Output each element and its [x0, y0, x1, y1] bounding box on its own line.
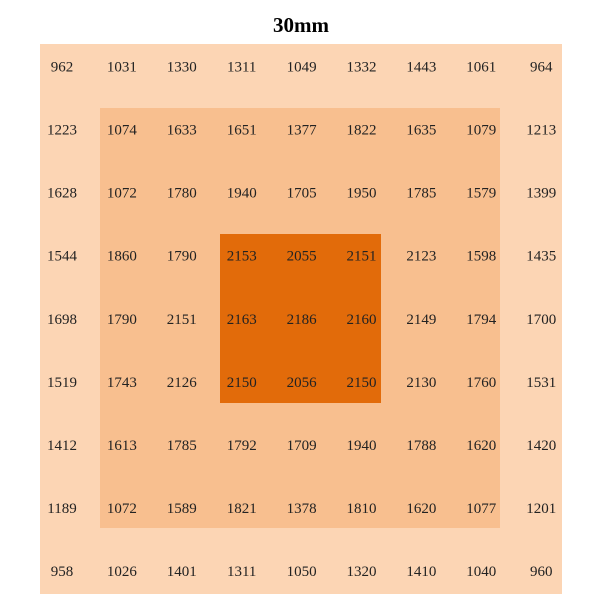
cell-value: 2151	[347, 249, 377, 265]
cell-value: 1792	[227, 438, 257, 454]
cell-value: 958	[51, 564, 74, 580]
cell-value: 1760	[466, 375, 496, 391]
cell-value: 1330	[167, 59, 197, 75]
cell-value: 964	[530, 59, 553, 75]
title: 30mm	[273, 13, 329, 37]
cell-value: 1589	[167, 501, 197, 517]
cell-value: 2126	[167, 375, 198, 391]
cell-value: 1651	[227, 123, 257, 139]
cell-value: 1531	[526, 375, 556, 391]
cell-value: 2123	[406, 249, 436, 265]
cell-value: 1628	[47, 186, 77, 202]
cell-value: 1743	[107, 375, 137, 391]
cell-value: 1635	[406, 123, 436, 139]
cell-value: 1077	[466, 501, 497, 517]
cell-value: 1031	[107, 59, 137, 75]
cell-value: 2150	[347, 375, 377, 391]
cell-value: 1050	[287, 564, 317, 580]
cell-value: 1700	[526, 312, 556, 328]
inner-zone	[220, 234, 381, 403]
cell-value: 1620	[466, 438, 496, 454]
cell-value: 1320	[347, 564, 377, 580]
cell-value: 1579	[466, 186, 496, 202]
cell-value: 1040	[466, 564, 496, 580]
cell-value: 2151	[167, 312, 197, 328]
cell-value: 1940	[347, 438, 377, 454]
cell-value: 2055	[287, 249, 317, 265]
cell-value: 1698	[47, 312, 77, 328]
cell-value: 960	[530, 564, 553, 580]
cell-value: 1821	[227, 501, 257, 517]
cell-value: 1378	[287, 501, 317, 517]
cell-value: 1079	[466, 123, 496, 139]
cell-value: 1788	[406, 438, 436, 454]
cell-value: 1311	[227, 564, 256, 580]
cell-value: 2186	[287, 312, 318, 328]
cell-value: 1790	[107, 312, 137, 328]
cell-value: 2149	[406, 312, 436, 328]
cell-value: 1544	[47, 249, 78, 265]
cell-value: 1810	[347, 501, 377, 517]
cell-value: 1620	[406, 501, 436, 517]
cell-value: 1189	[47, 501, 76, 517]
cell-value: 2150	[227, 375, 257, 391]
cell-value: 1435	[526, 249, 556, 265]
cell-value: 1598	[466, 249, 496, 265]
cell-value: 2153	[227, 249, 257, 265]
cell-value: 1074	[107, 123, 138, 139]
cell-value: 1049	[287, 59, 317, 75]
cell-value: 1072	[107, 186, 137, 202]
cell-value: 2056	[287, 375, 318, 391]
cell-value: 1412	[47, 438, 77, 454]
cell-value: 1940	[227, 186, 257, 202]
cell-value: 1061	[466, 59, 496, 75]
cell-value: 1410	[406, 564, 436, 580]
cell-value: 1822	[347, 123, 377, 139]
cell-value: 1072	[107, 501, 137, 517]
cell-value: 1613	[107, 438, 137, 454]
cell-value: 2160	[347, 312, 377, 328]
cell-value: 1332	[347, 59, 377, 75]
cell-value: 1950	[347, 186, 377, 202]
cell-value: 1401	[167, 564, 197, 580]
cell-value: 1201	[526, 501, 556, 517]
cell-value: 1377	[287, 123, 318, 139]
cell-value: 1705	[287, 186, 317, 202]
cell-value: 1785	[167, 438, 197, 454]
cell-value: 1519	[47, 375, 77, 391]
cell-value: 1213	[526, 123, 556, 139]
cell-value: 1709	[287, 438, 317, 454]
cell-value: 1860	[107, 249, 137, 265]
cell-value: 962	[51, 59, 74, 75]
cell-value: 1399	[526, 186, 556, 202]
cell-value: 1633	[167, 123, 197, 139]
cell-value: 1785	[406, 186, 436, 202]
cell-value: 1026	[107, 564, 138, 580]
cell-value: 1780	[167, 186, 197, 202]
cell-value: 1443	[406, 59, 436, 75]
cell-value: 1794	[466, 312, 497, 328]
cell-value: 1311	[227, 59, 256, 75]
cell-value: 1420	[526, 438, 556, 454]
cell-value: 1223	[47, 123, 77, 139]
cell-value: 2130	[406, 375, 436, 391]
cell-value: 2163	[227, 312, 257, 328]
cell-value: 1790	[167, 249, 197, 265]
